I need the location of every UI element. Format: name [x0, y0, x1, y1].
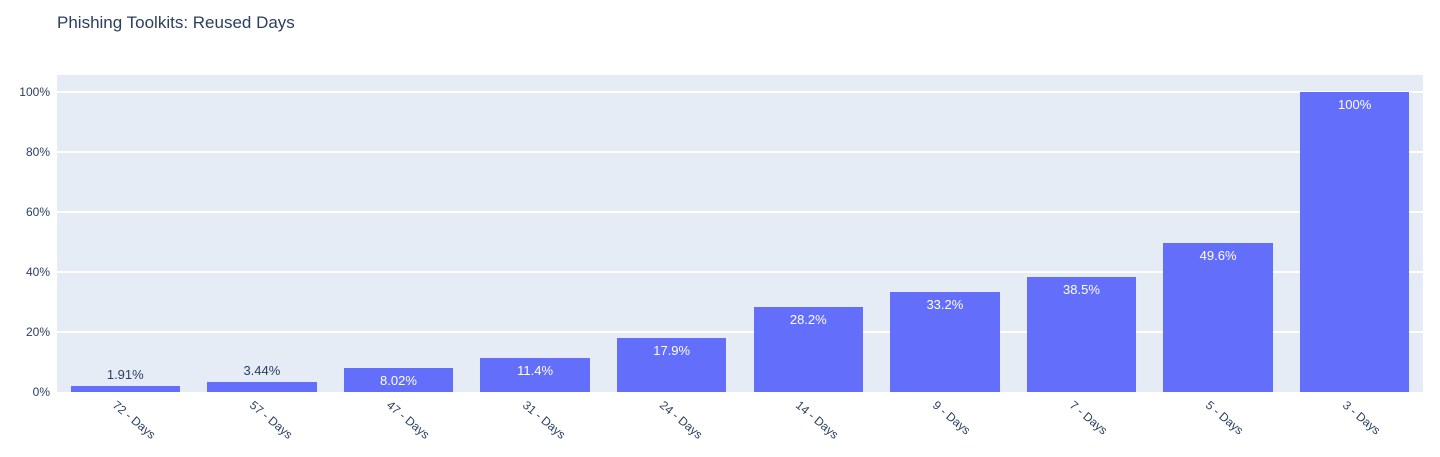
y-tick-label: 80% — [25, 145, 50, 159]
y-tick-label: 60% — [25, 205, 50, 219]
bar: 1.91% — [70, 367, 180, 392]
x-tick-label: 9 - Days — [929, 398, 974, 438]
x-tick-label: 24 - Days — [656, 398, 706, 442]
chart-title: Phishing Toolkits: Reused Days — [57, 13, 295, 32]
bar: 38.5% — [1026, 276, 1137, 392]
bar-value-label: 33.2% — [926, 297, 964, 313]
y-tick-label: 40% — [25, 265, 50, 279]
gridline — [57, 91, 1423, 94]
x-tick-label: 57 - Days — [246, 398, 296, 442]
x-tick-label: 7 - Days — [1066, 398, 1110, 438]
plot-area: 1.91% 3.44% 8.02% 11.4% 17.9% 28.2% 33.2% 38.5%… — [57, 75, 1423, 392]
gridline — [57, 331, 1423, 334]
bar: 8.02% — [343, 367, 454, 392]
bar-value-label: 17.9% — [653, 343, 691, 359]
bar-value-label: 49.6% — [1199, 248, 1237, 264]
bar-value-label: 100% — [1338, 97, 1372, 113]
bar: 17.9% — [617, 338, 727, 392]
x-tick-label: 5 - Days — [1203, 398, 1247, 438]
y-tick-label: 100% — [19, 85, 50, 99]
y-tick-label: 20% — [25, 325, 50, 339]
bar-value-label: 8.02% — [380, 372, 417, 388]
x-tick-label: 14 - Days — [793, 398, 842, 442]
y-tick-label: 0% — [32, 385, 50, 399]
bar-value-label: 28.2% — [789, 312, 827, 328]
bar: 11.4% — [480, 357, 590, 392]
bar: 28.2% — [753, 307, 863, 392]
bar-value-label: 11.4% — [517, 362, 554, 378]
x-tick-label: 47 - Days — [383, 398, 432, 442]
x-tick-label: 72 - Days — [110, 398, 159, 442]
bar: 100% — [1300, 92, 1410, 392]
x-tick-label: 31 - Days — [520, 398, 569, 442]
x-tick-label: 3 - Days — [1339, 398, 1383, 438]
bar: 33.2% — [890, 292, 1000, 392]
bar: 49.6% — [1163, 243, 1273, 392]
gridline — [57, 271, 1423, 274]
bar: 3.44% — [207, 363, 317, 392]
gridline — [57, 211, 1423, 214]
bar-value-label: 38.5% — [1063, 281, 1100, 297]
bar-value-label: 3.44% — [243, 362, 281, 378]
bar-value-label: 1.91% — [106, 367, 144, 383]
gridline — [57, 151, 1423, 154]
